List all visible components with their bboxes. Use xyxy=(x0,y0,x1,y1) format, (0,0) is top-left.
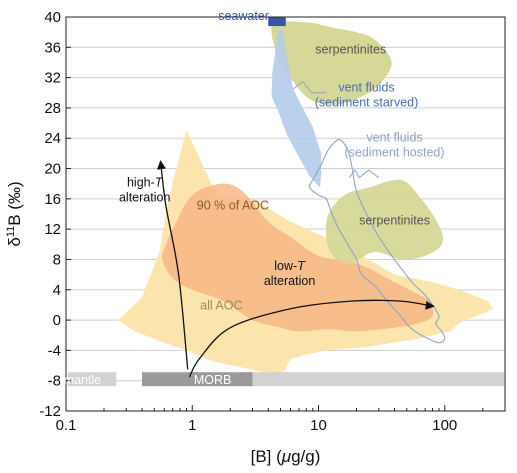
y-tick-label: 40 xyxy=(44,9,61,26)
aoc-90-label: 90 % of AOC xyxy=(197,198,269,212)
vent-fluids-sediment-starved-label: vent fluids (sediment starved) xyxy=(315,80,419,109)
y-tick-label: 16 xyxy=(44,191,61,208)
mantle-label: mantle xyxy=(64,373,102,387)
alteration-arrows xyxy=(156,160,435,378)
x-tick-label: 100 xyxy=(432,417,457,434)
y-axis-title: δ11B (‰) xyxy=(5,181,24,246)
arrow-low-t-alteration xyxy=(188,299,435,378)
x-tick-label: 10 xyxy=(310,417,327,434)
region-vent-fluids-sediment-hosted xyxy=(308,139,446,344)
y-tick-label: -12 xyxy=(39,403,61,420)
y-tick-label: 28 xyxy=(44,100,61,117)
y-tick-label: -4 xyxy=(48,342,61,359)
range-bar xyxy=(252,372,504,387)
region-vent-fluids-sediment-starved xyxy=(271,28,322,188)
morb-bar xyxy=(142,372,253,387)
reference-bars xyxy=(68,372,504,387)
region-aoc-90 xyxy=(162,183,434,332)
y-tick-label: -8 xyxy=(48,373,61,390)
leader-lines xyxy=(292,80,380,179)
region-serpentinites-lower xyxy=(326,179,443,264)
regions xyxy=(118,17,493,374)
y-tick-label: 0 xyxy=(53,312,61,329)
region-serpentinites-upper xyxy=(271,21,392,105)
high-t-alteration-label: high-T alteration xyxy=(119,176,170,205)
serpentinites-lower-label: serpentinites xyxy=(359,214,430,228)
vent-fluids-sediment-hosted-label: vent fluids (sediment hosted) xyxy=(344,130,444,159)
mantle-bar xyxy=(68,372,117,387)
x-tick-label: 1 xyxy=(188,417,196,434)
morb-label: MORB xyxy=(194,373,232,387)
low-t-alteration-label: low-T alteration xyxy=(264,259,315,288)
plot-frame xyxy=(65,16,506,412)
seawater-marker xyxy=(268,17,286,27)
arrow-high-t-alteration xyxy=(156,160,189,370)
all-aoc-label: all AOC xyxy=(200,298,242,312)
y-tick-label: 20 xyxy=(44,161,61,178)
leader-line-2 xyxy=(348,169,380,179)
y-tick-label: 8 xyxy=(53,251,61,268)
seawater-label: seawater xyxy=(218,9,269,23)
leader-line-1 xyxy=(292,80,327,94)
annotations: seawater serpentinites serpentinites vent f… xyxy=(64,9,445,387)
y-tick-label: 4 xyxy=(53,282,61,299)
y-tick-label: 36 xyxy=(44,39,61,56)
x-tick-label: 0.1 xyxy=(56,417,77,434)
x-axis-title: [B] (μg/g) xyxy=(251,447,321,466)
y-tick-label: 24 xyxy=(44,130,61,147)
y-tick-label: 32 xyxy=(44,70,61,87)
y-tick-label: 12 xyxy=(44,221,61,238)
serpentinites-upper-label: serpentinites xyxy=(315,42,386,56)
